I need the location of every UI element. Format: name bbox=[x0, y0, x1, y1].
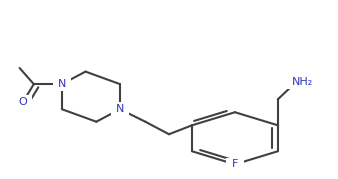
Bar bbox=[53, 78, 71, 91]
Text: NH₂: NH₂ bbox=[292, 77, 314, 87]
Bar bbox=[111, 102, 129, 116]
Text: N: N bbox=[58, 79, 66, 89]
Text: F: F bbox=[232, 159, 238, 169]
Bar bbox=[286, 76, 325, 89]
Text: N: N bbox=[116, 104, 124, 114]
Text: O: O bbox=[19, 97, 27, 107]
Bar bbox=[226, 158, 244, 171]
Bar bbox=[14, 95, 32, 109]
